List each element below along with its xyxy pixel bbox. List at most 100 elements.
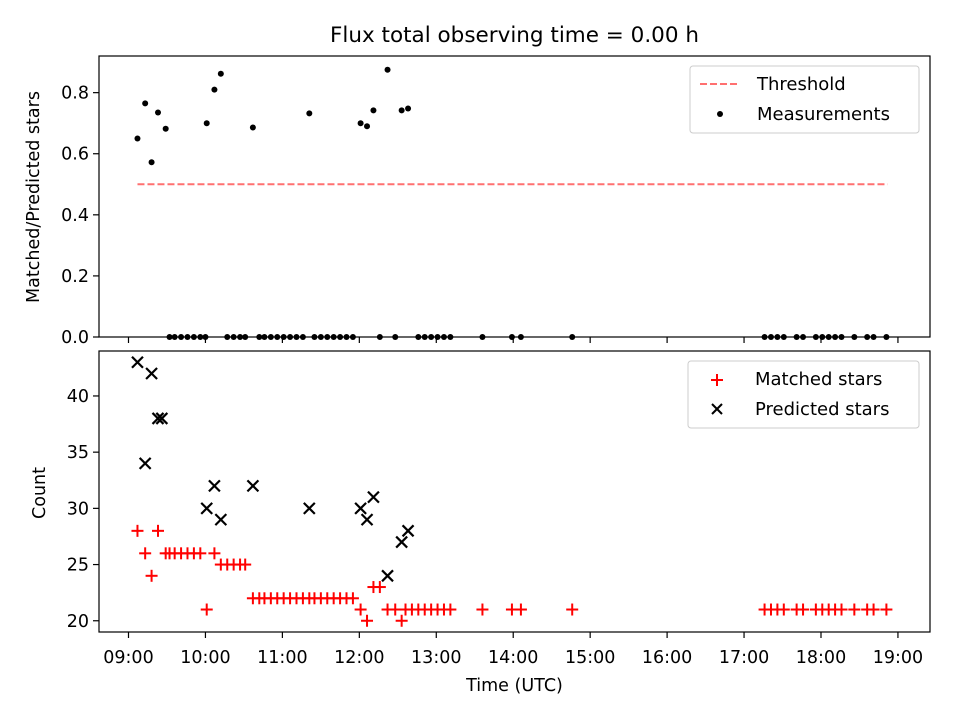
legend-measurements-label: Measurements (757, 104, 890, 125)
predicted-stars-point (151, 412, 165, 425)
x-stroke-b (214, 513, 228, 526)
measurement-point (142, 100, 149, 107)
predicted-stars-point (155, 412, 169, 425)
matched-stars-point (389, 603, 402, 616)
y-tick-label: 0.8 (61, 84, 89, 104)
bottom-x-axis-label: Time (UTC) (465, 676, 563, 696)
predicted-stars-point (138, 457, 152, 470)
legend-predicted-label: Predicted stars (755, 399, 889, 420)
matched-stars-point (145, 569, 158, 582)
x-stroke-b (395, 535, 408, 549)
predicted-stars-point (360, 513, 374, 526)
matched-stars-point (514, 603, 527, 616)
predicted-stars-point (131, 355, 144, 369)
matched-stars-point (239, 558, 252, 571)
predicted-stars-point (246, 479, 260, 493)
predicted-stars-point (200, 502, 214, 515)
bottom-chart-marks (131, 355, 893, 627)
matched-stars-point (797, 603, 810, 616)
top-chart-axes-frame (98, 55, 931, 338)
measurement-point (211, 86, 218, 93)
x-tick-label: 18:00 (796, 648, 846, 668)
matched-stars-point (151, 524, 164, 537)
x-stroke-b (145, 367, 158, 380)
x-stroke-b (246, 479, 260, 493)
bottom-chart-legend: Matched stars Predicted stars (687, 360, 920, 429)
measurement-point (249, 124, 256, 131)
predicted-stars-point (208, 479, 221, 493)
measurement-point (217, 70, 224, 77)
matched-stars-point (361, 614, 374, 627)
matched-stars-point (835, 603, 848, 616)
predicted-stars-point (145, 367, 158, 380)
x-stroke-b (151, 412, 165, 425)
matched-stars-point (131, 524, 144, 537)
x-stroke-b (401, 524, 415, 538)
predicted-stars-point (395, 535, 408, 549)
x-tick-label: 17:00 (719, 648, 769, 668)
measurement-point (148, 159, 155, 166)
x-tick-label: 10:00 (180, 648, 230, 668)
matched-stars-point (373, 581, 386, 594)
matched-stars-point (346, 592, 359, 605)
x-stroke-b (208, 479, 221, 493)
y-tick-label: 20 (67, 612, 89, 632)
measurement-point (398, 107, 405, 114)
y-tick-label: 40 (67, 387, 89, 407)
y-tick-label: 0.0 (61, 328, 89, 348)
measurement-point (384, 66, 391, 73)
matched-stars-point (200, 603, 213, 616)
predicted-stars-point (401, 524, 415, 538)
top-y-axis-label: Matched/Predicted stars (24, 91, 44, 303)
x-tick-label: 12:00 (334, 648, 384, 668)
predicted-stars-point (381, 569, 394, 583)
top-chart-legend: Threshold Measurements (689, 65, 920, 134)
measurement-point (134, 135, 141, 142)
x-stroke-b (131, 355, 144, 369)
matched-stars-point (867, 603, 880, 616)
bottom-chart-axes-frame (98, 350, 931, 633)
y-tick-label: 35 (67, 443, 89, 463)
top-legend-frame (689, 65, 920, 134)
y-tick-label: 30 (67, 499, 89, 519)
x-tick-label: 15:00 (565, 648, 615, 668)
bottom-x-axis: 09:00 10:00 11:00 12:00 13:00 14:00 15:00 16:00… (103, 632, 923, 668)
x-stroke-b (381, 569, 394, 583)
legend-matched-label: Matched stars (755, 369, 882, 390)
x-tick-label: 16:00 (642, 648, 692, 668)
matched-stars-point (354, 603, 367, 616)
predicted-stars-point (367, 490, 380, 504)
measurement-point (154, 109, 161, 116)
top-x-axis-ticks (127, 337, 899, 343)
top-chart-panel: 0.0 0.2 0.4 0.6 0.8 Matched/Predicted stars (24, 55, 931, 348)
measurement-point (370, 107, 377, 114)
predicted-stars-point (354, 502, 367, 515)
matched-stars-point (566, 603, 579, 616)
legend-threshold-label: Threshold (756, 74, 846, 95)
x-stroke-b (303, 502, 316, 515)
y-tick-label: 0.6 (61, 145, 89, 165)
measurement-point (357, 120, 364, 127)
measurement-point (162, 125, 169, 132)
matched-stars-point (848, 603, 861, 616)
x-tick-label: 19:00 (873, 648, 923, 668)
y-tick-label: 0.2 (61, 267, 89, 287)
legend-measurements-swatch (717, 111, 723, 117)
x-stroke-b (155, 412, 169, 425)
x-stroke-b (367, 490, 380, 504)
y-tick-label: 25 (67, 556, 89, 576)
x-stroke-b (200, 502, 214, 515)
matched-stars-point (139, 547, 152, 560)
bottom-y-axis: 20 25 30 35 40 (67, 387, 99, 632)
matched-stars-point (395, 614, 408, 627)
matched-stars-point (880, 603, 893, 616)
measurement-point (203, 120, 210, 127)
bottom-y-axis-label: Count (30, 467, 50, 519)
matched-stars-point (777, 603, 790, 616)
x-stroke-b (138, 457, 152, 470)
legend-matched-swatch (711, 374, 723, 386)
x-tick-label: 11:00 (257, 648, 307, 668)
predicted-stars-point (214, 513, 228, 526)
predicted-stars-point (303, 502, 316, 515)
